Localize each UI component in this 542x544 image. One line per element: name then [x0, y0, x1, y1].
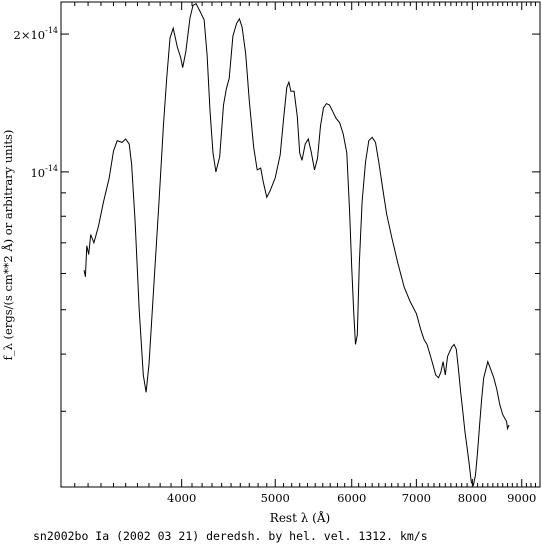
- chart-caption: sn2002bo Ia (2002 03 21) deredsh. by hel…: [33, 529, 428, 543]
- y-tick-label-exponent: -14: [45, 164, 58, 173]
- x-tick-label: 4000: [167, 491, 196, 505]
- x-tick-label: 6000: [337, 491, 366, 505]
- y-tick-label-exponent: -14: [45, 26, 58, 35]
- x-tick-label: 8000: [458, 491, 487, 505]
- x-tick-label: 5000: [261, 491, 290, 505]
- x-axis-label: Rest λ (Å): [270, 510, 330, 525]
- plot-frame: [60, 1, 541, 488]
- x-axis-ticks: 4000 5000 6000 7000 8000 9000: [74, 2, 536, 505]
- y-tick-label: 2×10-14: [14, 26, 58, 42]
- x-tick-label: 9000: [507, 491, 536, 505]
- spectrum-series-line: [83, 3, 510, 487]
- y-tick-label-base: 10: [30, 166, 45, 180]
- y-axis-label: f_λ (ergs/(s cm**2 Å) or arbitrary units…: [1, 130, 15, 361]
- y-tick-label-base: 2×10: [14, 28, 46, 42]
- x-tick-label: 7000: [402, 491, 431, 505]
- y-tick-label: 10-14: [30, 164, 58, 180]
